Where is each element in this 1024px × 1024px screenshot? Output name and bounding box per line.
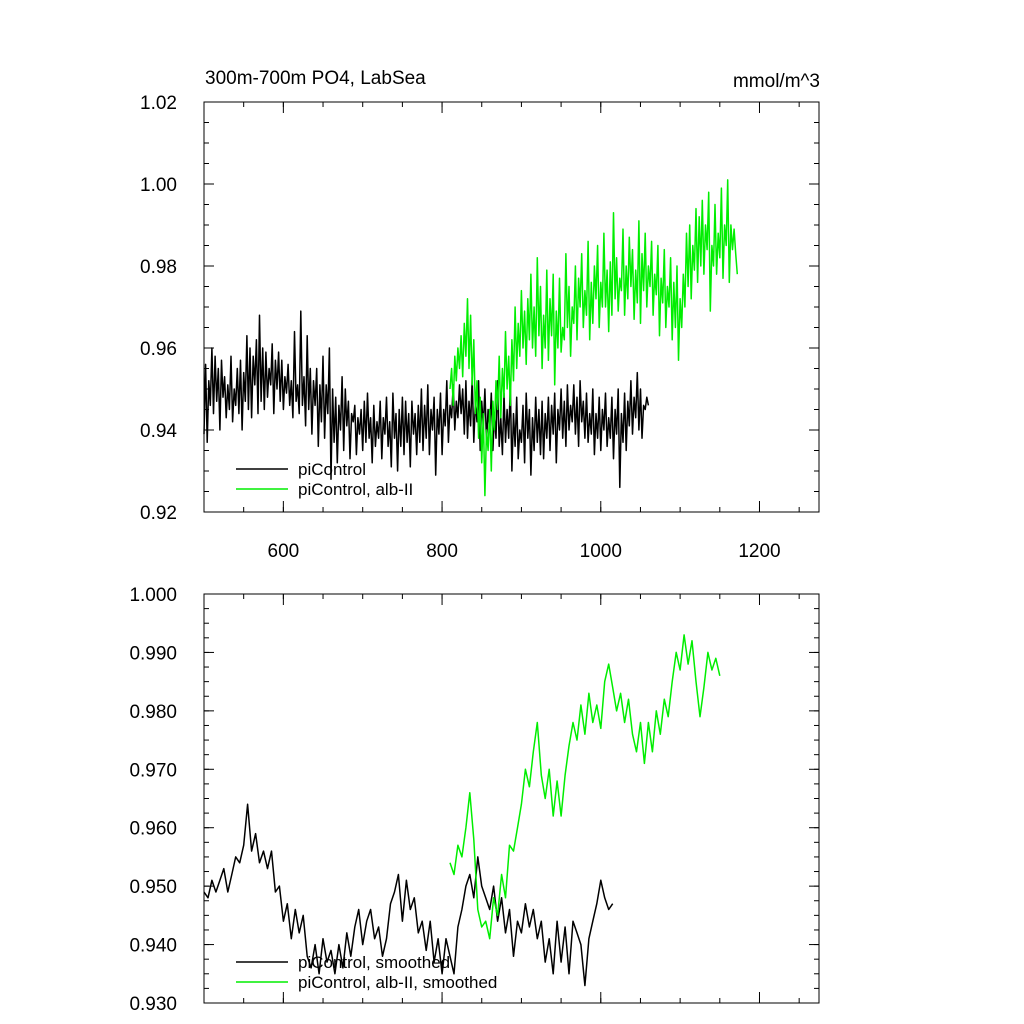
x-tick-label: 1000 xyxy=(580,541,622,562)
x-tick-label: 800 xyxy=(426,541,458,562)
y-tick-label: 0.92 xyxy=(140,503,177,524)
bottom-chart-series xyxy=(203,634,721,987)
top-chart-legend: piControl piControl, alb-II xyxy=(236,460,413,499)
y-tick-label: 1.000 xyxy=(129,585,177,606)
y-tick-label: 0.990 xyxy=(129,643,177,664)
y-tick-label: 0.94 xyxy=(140,421,177,442)
x-tick-label: 1200 xyxy=(738,541,780,562)
bottom-chart-legend: piControl, smoothed piControl, alb-II, s… xyxy=(236,953,497,992)
chart-title: 300m-700m PO4, LabSea xyxy=(205,68,426,89)
series-line-picontrol-alb-ii xyxy=(449,179,739,497)
bottom-chart-axes: 0.930 0.940 0.950 0.960 0.970 0.980 0.990 1.000 xyxy=(129,585,820,1015)
legend-label-picontrol-smoothed: piControl, smoothed xyxy=(298,953,450,972)
y-tick-label: 0.96 xyxy=(140,339,177,360)
legend-label-alb-ii-smoothed: piControl, alb-II, smoothed xyxy=(298,973,497,992)
y-tick-label: 0.970 xyxy=(129,760,177,781)
series-line-picontrol-smoothed xyxy=(203,803,614,987)
top-chart: 300m-700m PO4, LabSea mmol/m^3 0.920.940… xyxy=(140,68,820,562)
x-tick-label: 600 xyxy=(268,541,300,562)
units-label: mmol/m^3 xyxy=(733,71,820,92)
legend-label-picontrol: piControl xyxy=(298,460,366,479)
y-tick-label: 0.930 xyxy=(129,994,177,1015)
top-chart-axes: 0.92 0.94 0.96 0.98 1.00 1.02 600 800 1000 1200 xyxy=(140,93,820,562)
series-line-picontrol-alb-ii-smoothed xyxy=(449,634,721,940)
y-tick-label: 0.960 xyxy=(129,819,177,840)
y-tick-label: 0.98 xyxy=(140,257,177,278)
y-tick-label: 1.00 xyxy=(140,175,177,196)
y-tick-label: 0.940 xyxy=(129,936,177,957)
legend-label-alb-ii: piControl, alb-II xyxy=(298,480,413,499)
top-chart-series xyxy=(203,179,739,497)
series-line-picontrol xyxy=(203,310,650,489)
bottom-chart: 0.930 0.940 0.950 0.960 0.970 0.980 0.990 1.000… xyxy=(129,585,820,1015)
y-tick-label: 1.02 xyxy=(140,93,177,114)
y-tick-label: 0.950 xyxy=(129,877,177,898)
y-tick-label: 0.980 xyxy=(129,702,177,723)
